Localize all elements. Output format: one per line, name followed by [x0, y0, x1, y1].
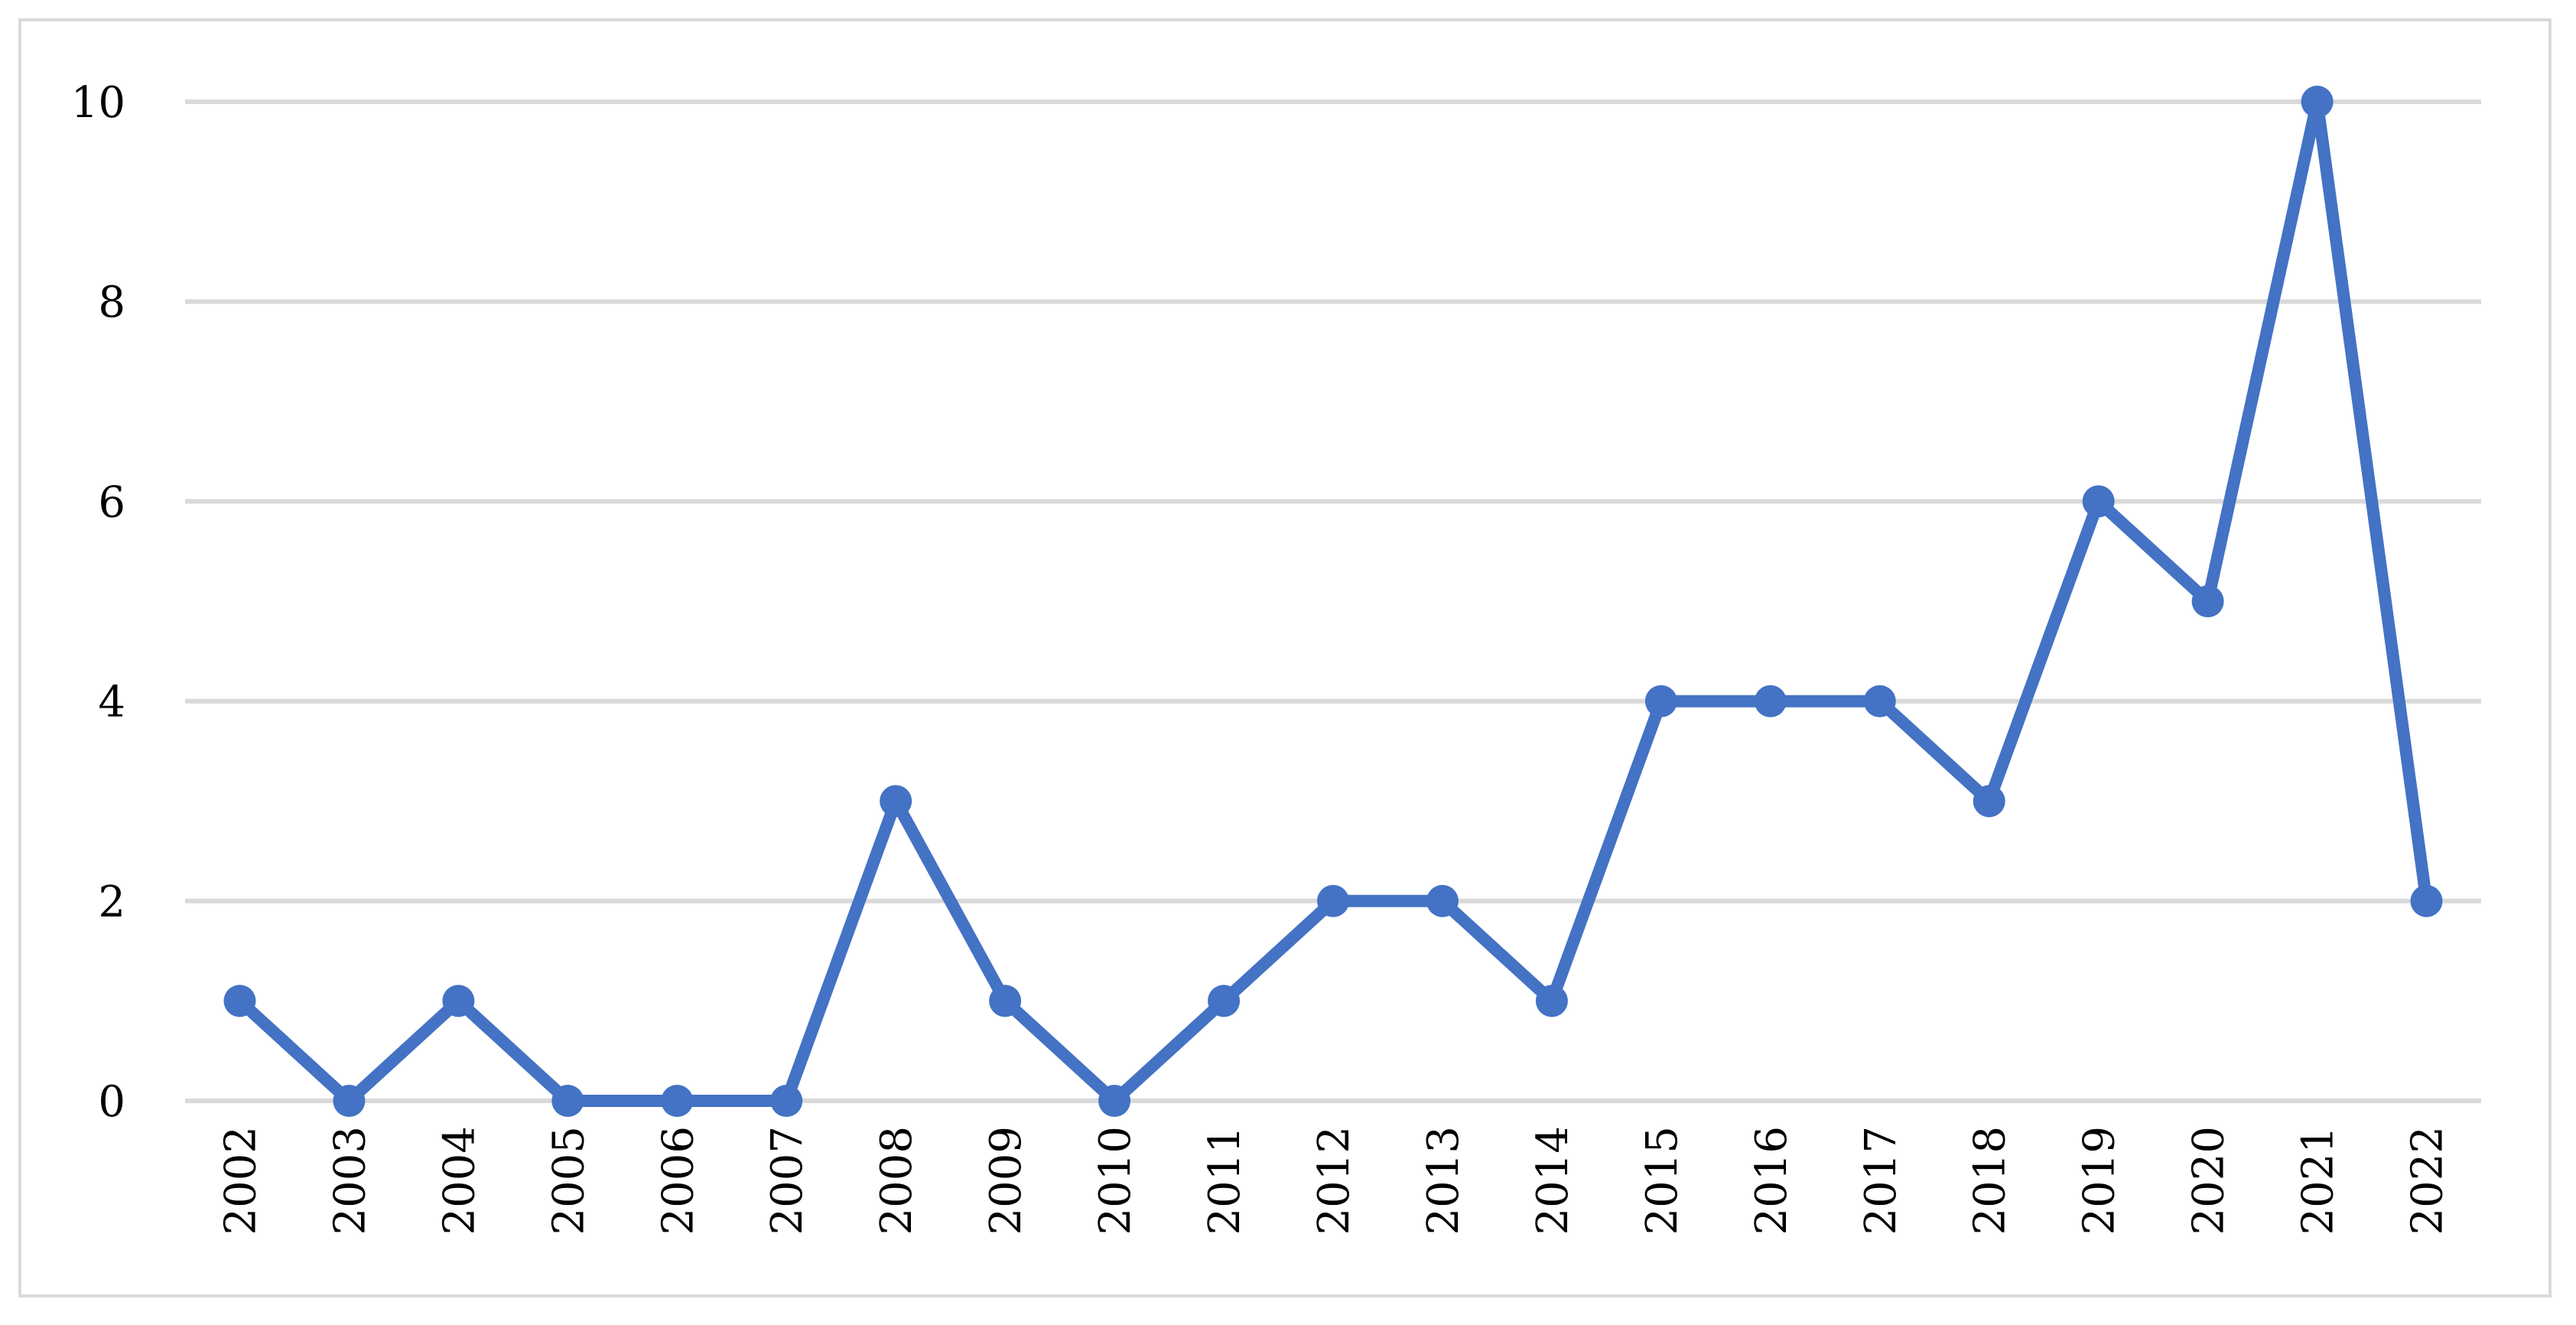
data-point-2019: [2082, 485, 2115, 518]
x-tick-label: 2006: [653, 1126, 703, 1235]
data-point-2012: [1317, 884, 1349, 917]
data-points: [223, 86, 2443, 1117]
data-point-2022: [2410, 884, 2443, 917]
x-tick-label: 2008: [872, 1126, 922, 1235]
x-tick-label: 2018: [1966, 1126, 2015, 1235]
data-point-2018: [1973, 785, 2005, 818]
data-point-2004: [442, 985, 475, 1017]
x-tick-label: 2012: [1309, 1126, 1359, 1235]
x-tick-label: 2016: [1747, 1126, 1797, 1235]
data-point-2006: [661, 1085, 694, 1117]
x-tick-label: 2022: [2403, 1126, 2453, 1235]
x-tick-label: 2010: [1091, 1126, 1140, 1235]
data-point-2015: [1644, 685, 1677, 718]
y-tick-label: 6: [98, 477, 125, 527]
x-tick-label: 2011: [1200, 1126, 1250, 1235]
x-tick-label: 2015: [1638, 1126, 1687, 1235]
x-tick-label: 2005: [544, 1126, 594, 1235]
x-tick-label: 2004: [434, 1126, 484, 1235]
data-point-2021: [2301, 86, 2334, 118]
data-point-2017: [1863, 685, 1896, 718]
data-point-2020: [2191, 585, 2224, 617]
data-point-2005: [551, 1085, 584, 1117]
y-tick-label: 0: [98, 1077, 125, 1127]
data-point-2013: [1426, 884, 1459, 917]
series-line: [233, 96, 2433, 1107]
x-axis-tick-labels: 2002 2003 2004 2005 2006 2007 2008 2009 2010 2011…: [216, 1126, 2452, 1235]
x-tick-label: 2009: [981, 1126, 1031, 1235]
y-tick-label: 8: [98, 278, 125, 327]
y-tick-label: 2: [98, 877, 125, 927]
x-tick-label: 2020: [2184, 1126, 2234, 1235]
y-axis-tick-labels: 0 2 4 6 8 10: [71, 78, 125, 1127]
y-tick-label: 4: [98, 678, 125, 728]
data-point-2016: [1754, 685, 1787, 718]
y-tick-label: 10: [71, 78, 125, 128]
x-tick-label: 2013: [1419, 1126, 1469, 1235]
x-tick-label: 2007: [763, 1126, 812, 1235]
data-point-2002: [223, 985, 256, 1017]
x-tick-label: 2014: [1528, 1126, 1578, 1235]
data-point-2007: [770, 1085, 803, 1117]
series-lines: [233, 96, 2433, 1107]
x-tick-label: 2021: [2294, 1126, 2343, 1235]
data-point-2010: [1098, 1085, 1131, 1117]
data-point-2011: [1208, 985, 1241, 1017]
data-point-2003: [333, 1085, 366, 1117]
x-tick-label: 2002: [216, 1126, 265, 1235]
x-tick-label: 2017: [1856, 1126, 1906, 1235]
data-point-2014: [1535, 985, 1568, 1017]
x-tick-label: 2019: [2075, 1126, 2125, 1235]
data-point-2008: [880, 785, 912, 818]
x-tick-label: 2003: [325, 1126, 375, 1235]
gridlines: [185, 99, 2481, 1103]
chart-frame: [18, 18, 2552, 1297]
data-point-2009: [989, 985, 1022, 1017]
